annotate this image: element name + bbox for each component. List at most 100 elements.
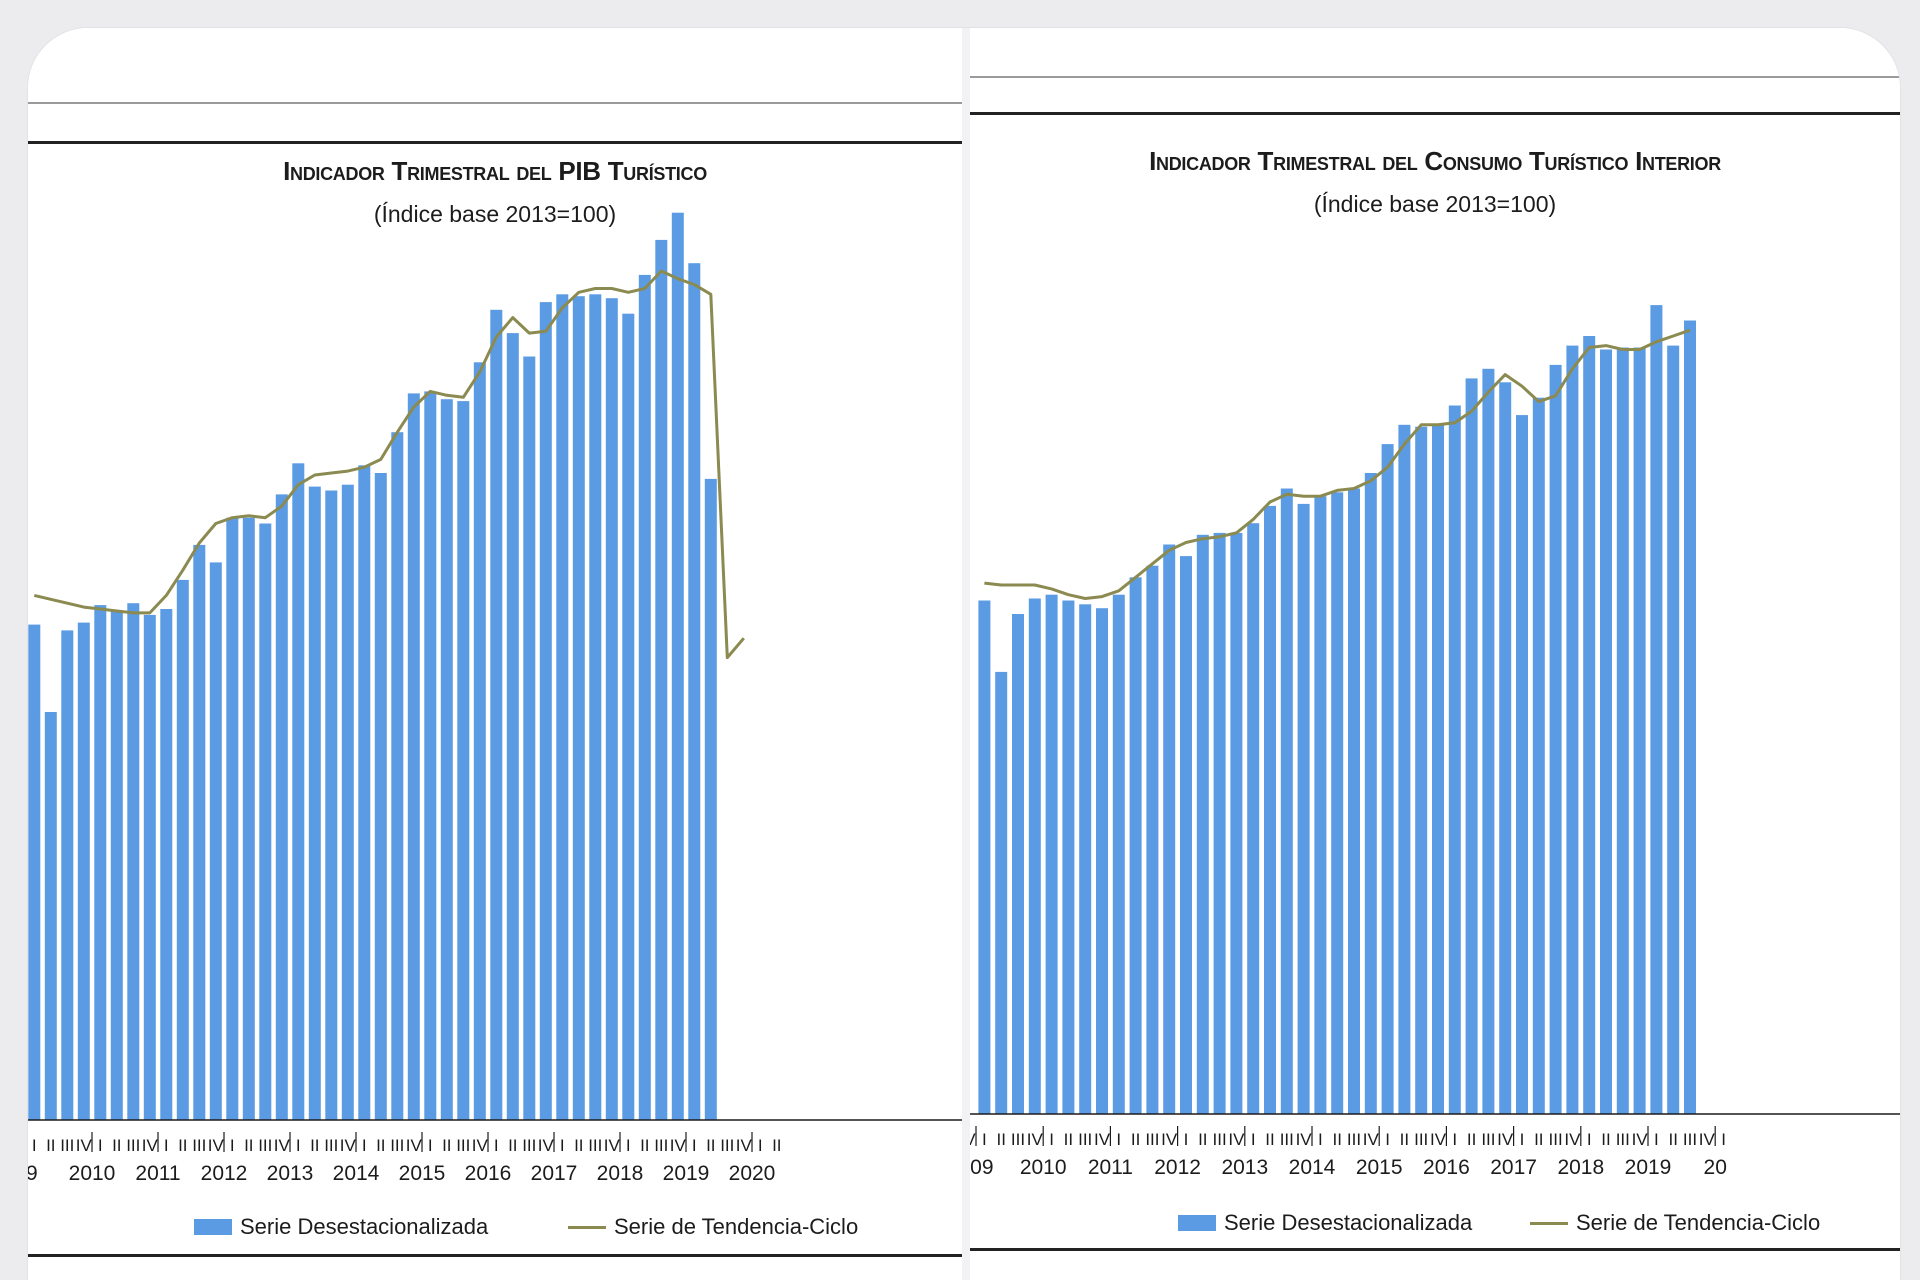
bar: [160, 609, 173, 1120]
quarter-tick-label: I: [1318, 1130, 1323, 1149]
bar: [127, 603, 140, 1120]
bar: [1314, 496, 1327, 1114]
bar: [1196, 534, 1209, 1114]
top-rule: [970, 76, 1900, 78]
bar: [1650, 305, 1663, 1115]
quarter-tick-label: I: [626, 1136, 631, 1155]
quarter-tick-label: I: [428, 1136, 433, 1155]
quarter-tick-label: I: [1452, 1130, 1457, 1149]
legend-swatch-bars: [194, 1219, 232, 1235]
quarter-tick-label: I: [1251, 1130, 1256, 1149]
quarter-tick-label: IV: [1296, 1130, 1313, 1149]
quarter-tick-label: I: [164, 1136, 169, 1155]
quarter-tick-label: I: [1049, 1130, 1054, 1149]
quarter-tick-label: IV: [970, 1130, 976, 1149]
bar: [242, 517, 255, 1120]
quarter-tick-label: IV: [670, 1136, 687, 1155]
bar: [440, 399, 453, 1120]
quarter-tick-label: II: [1668, 1130, 1677, 1149]
quarter-tick-label: III: [324, 1136, 338, 1155]
bar: [358, 465, 371, 1120]
quarter-tick-label: I: [1587, 1130, 1592, 1149]
bar: [1012, 614, 1024, 1114]
year-tick-label: 2011: [135, 1162, 180, 1185]
bar: [1381, 444, 1394, 1115]
quarter-tick-label: IV: [1094, 1130, 1111, 1149]
quarter-tick-label: II: [1064, 1130, 1073, 1149]
quarter-tick-label: II: [1332, 1130, 1341, 1149]
year-tick-label: 2016: [465, 1162, 512, 1185]
bar: [1684, 320, 1696, 1114]
bar: [1465, 378, 1478, 1114]
quarter-tick-label: I: [98, 1136, 103, 1155]
bar: [94, 605, 107, 1120]
legend-item-trend: Serie de Tendencia-Ciclo: [1530, 1210, 1820, 1236]
quarter-tick-label: III: [126, 1136, 140, 1155]
quarter-tick-label: I: [230, 1136, 235, 1155]
bar: [193, 544, 206, 1120]
bar: [1129, 577, 1142, 1114]
legend-label-trend: Serie de Tendencia-Ciclo: [1576, 1210, 1821, 1235]
bar: [1415, 426, 1428, 1114]
quarter-tick-label: II: [178, 1136, 187, 1155]
bar: [1079, 604, 1092, 1114]
bar: [1398, 424, 1411, 1114]
year-tick-label: 2010: [1020, 1156, 1067, 1179]
panel-divider: [962, 28, 970, 1280]
quarter-tick-label: III: [1481, 1130, 1495, 1149]
bar: [1028, 598, 1041, 1114]
bar: [638, 274, 651, 1120]
quarter-tick-label: I: [1520, 1130, 1525, 1149]
quarter-tick-label: III: [1280, 1130, 1294, 1149]
quarter-tick-label: IV: [340, 1136, 357, 1155]
bar: [1264, 505, 1276, 1114]
bar: [572, 296, 585, 1120]
bar: [506, 333, 519, 1121]
bar: [1583, 336, 1596, 1114]
quarter-tick-label: I: [758, 1136, 763, 1155]
bar: [407, 393, 420, 1120]
quarter-tick-label: IV: [1632, 1130, 1649, 1149]
quarter-tick-label: IV: [1497, 1130, 1514, 1149]
year-tick-label: 2015: [399, 1162, 446, 1185]
bar: [671, 212, 684, 1120]
quarter-tick-label: II: [112, 1136, 121, 1155]
year-tick-label: 2020: [729, 1162, 776, 1185]
quarter-tick-label: I: [296, 1136, 301, 1155]
bar: [1448, 405, 1461, 1114]
bar: [523, 356, 536, 1120]
trend-line: [984, 328, 1691, 600]
chart-subtitle: (Índice base 2013=100): [1313, 191, 1557, 217]
year-tick-label: 2017: [1490, 1156, 1537, 1179]
bar: [1062, 600, 1075, 1114]
quarter-tick-label: III: [1213, 1130, 1227, 1149]
quarter-tick-label: II: [1265, 1130, 1274, 1149]
bar: [1230, 532, 1243, 1114]
quarter-tick-label: III: [1414, 1130, 1428, 1149]
quarter-tick-label: III: [1683, 1130, 1697, 1149]
bar-chart-consumo: IVIIIIIIIVIIIIIIIVIIIIIIIVIIIIIIIVIIIIII…: [970, 305, 1900, 1179]
bar: [1532, 397, 1545, 1114]
quarter-tick-label: III: [258, 1136, 272, 1155]
bar: [1633, 347, 1646, 1114]
bar: [1516, 415, 1528, 1115]
quarter-tick-label: II: [1198, 1130, 1207, 1149]
year-tick-label: 2010: [69, 1162, 116, 1185]
bar: [374, 473, 387, 1120]
year-tick-label: 09: [28, 1162, 38, 1185]
chart-title: Indicador Trimestral del Consumo Turísti…: [1149, 146, 1721, 176]
quarter-tick-label: I: [560, 1136, 565, 1155]
bar: [61, 630, 74, 1120]
quarter-tick-label: IV: [736, 1136, 753, 1155]
year-tick-label: 2011: [1088, 1156, 1133, 1179]
year-tick-label: 009: [970, 1156, 994, 1179]
year-tick-label: 2015: [1356, 1156, 1403, 1179]
year-tick-label: 2012: [201, 1162, 248, 1185]
quarter-tick-label: I: [692, 1136, 697, 1155]
bar: [1163, 544, 1176, 1114]
year-tick-label: 2017: [531, 1162, 578, 1185]
quarter-tick-label: IV: [472, 1136, 489, 1155]
year-tick-label: 2019: [663, 1162, 710, 1185]
legend-label-bars: Serie Desestacionalizada: [1224, 1210, 1473, 1235]
bar: [259, 523, 272, 1120]
